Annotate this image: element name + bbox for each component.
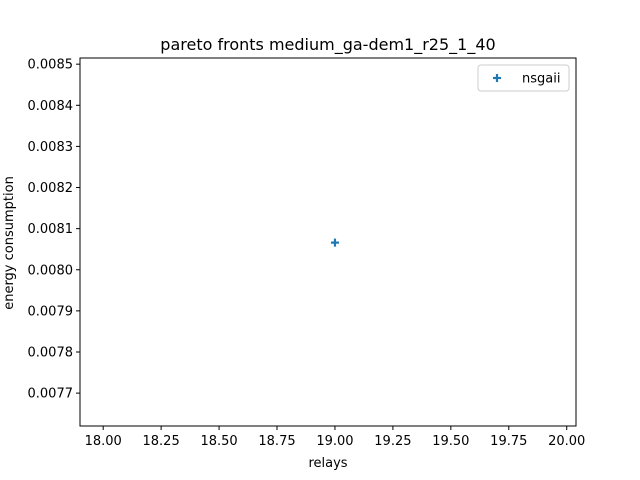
plot-area: 18.00 18.25 18.50 18.75 19.00 19.25 19.50 19.75… [28, 57, 585, 449]
x-tick-label: 18.75 [258, 434, 295, 449]
chart-title: pareto fronts medium_ga-dem1_r25_1_40 [160, 35, 495, 55]
x-tick-label: 19.75 [490, 434, 527, 449]
legend-label: nsgaii [522, 72, 560, 87]
x-axis-label: relays [308, 456, 347, 471]
y-tick-label: 0.0083 [28, 140, 74, 155]
y-tick-label: 0.0081 [28, 222, 74, 237]
y-tick-label: 0.0084 [28, 99, 74, 114]
y-tick-label: 0.0077 [28, 387, 74, 402]
y-axis-label: energy consumption [2, 176, 17, 310]
legend-box [477, 64, 570, 92]
axes-frame [79, 57, 577, 427]
legend: nsgaii [477, 64, 570, 92]
x-tick-label: 20.00 [548, 434, 585, 449]
x-tick-label: 19.25 [374, 434, 411, 449]
y-tick-label: 0.0080 [28, 263, 74, 278]
y-tick-label: 0.0079 [28, 304, 74, 319]
y-tick-label: 0.0082 [28, 181, 74, 196]
x-tick-label: 18.00 [85, 434, 122, 449]
x-tick-label: 19.00 [316, 434, 353, 449]
y-tick-label: 0.0078 [28, 345, 74, 360]
data-point [330, 238, 339, 247]
x-tick-label: 19.50 [432, 434, 469, 449]
legend-marker [493, 74, 501, 82]
x-tick-label: 18.50 [200, 434, 237, 449]
x-tick-label: 18.25 [143, 434, 180, 449]
y-tick-label: 0.0085 [28, 58, 74, 73]
